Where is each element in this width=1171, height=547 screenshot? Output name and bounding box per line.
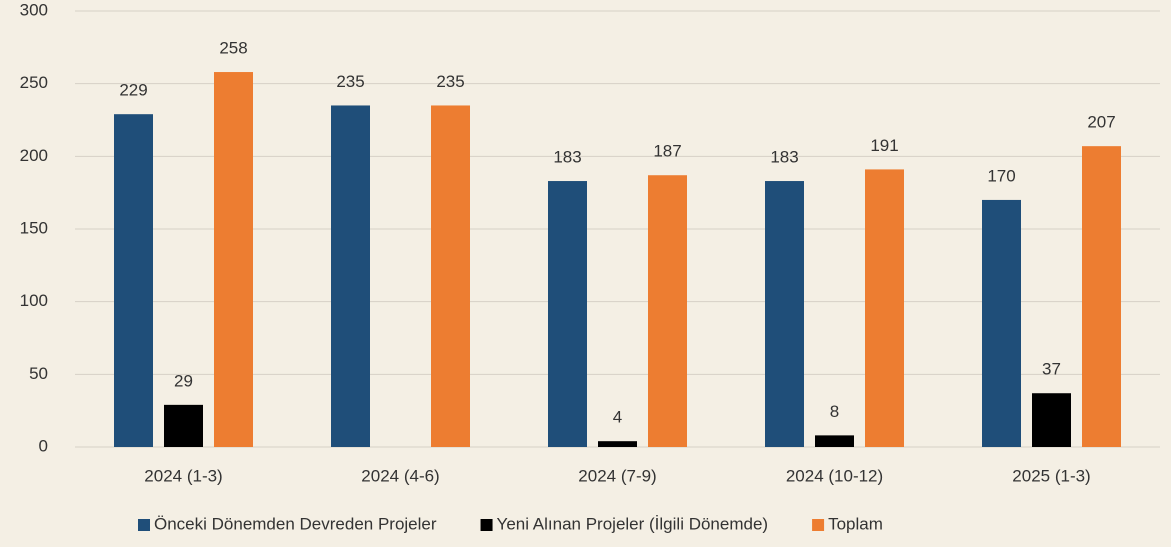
value-label: 187	[653, 142, 681, 161]
bar	[431, 105, 470, 447]
value-label: 235	[336, 72, 364, 91]
bar	[1032, 393, 1071, 447]
bar	[114, 114, 153, 447]
value-label: 183	[770, 148, 798, 167]
value-label: 8	[830, 402, 839, 421]
bar	[815, 435, 854, 447]
y-tick-label: 0	[39, 436, 48, 455]
value-label: 207	[1087, 113, 1115, 132]
x-tick-label: 2024 (4-6)	[361, 466, 439, 485]
legend-label: Yeni Alınan Projeler (İlgili Dönemde)	[497, 514, 769, 533]
bar	[865, 169, 904, 447]
bar	[982, 199, 1021, 447]
legend-swatch	[138, 519, 150, 531]
value-label: 229	[119, 81, 147, 100]
value-label: 29	[174, 371, 193, 390]
value-label: 37	[1042, 360, 1061, 379]
bar	[598, 441, 637, 447]
bar	[765, 181, 804, 448]
bar	[1082, 146, 1121, 447]
bar	[164, 404, 203, 447]
value-label: 170	[987, 166, 1015, 185]
bar	[214, 72, 253, 447]
x-tick-label: 2024 (1-3)	[144, 466, 222, 485]
legend-label: Toplam	[828, 514, 883, 533]
legend-label: Önceki Dönemden Devreden Projeler	[154, 514, 437, 533]
x-tick-label: 2024 (7-9)	[578, 466, 656, 485]
x-tick-label: 2025 (1-3)	[1012, 466, 1090, 485]
value-label: 258	[219, 39, 247, 58]
bar	[648, 175, 687, 447]
value-label: 4	[613, 408, 622, 427]
y-tick-label: 50	[29, 364, 48, 383]
y-tick-label: 200	[20, 146, 48, 165]
value-label: 235	[436, 72, 464, 91]
bar	[331, 105, 370, 447]
legend-swatch	[812, 519, 825, 531]
y-tick-label: 150	[20, 218, 48, 237]
y-tick-label: 250	[20, 73, 48, 92]
x-tick-label: 2024 (10-12)	[786, 466, 883, 485]
value-label: 183	[553, 148, 581, 167]
y-tick-label: 100	[20, 291, 48, 310]
bar	[548, 181, 587, 448]
value-label: 191	[870, 136, 898, 155]
y-tick-label: 300	[20, 0, 48, 19]
legend-swatch	[480, 519, 493, 531]
